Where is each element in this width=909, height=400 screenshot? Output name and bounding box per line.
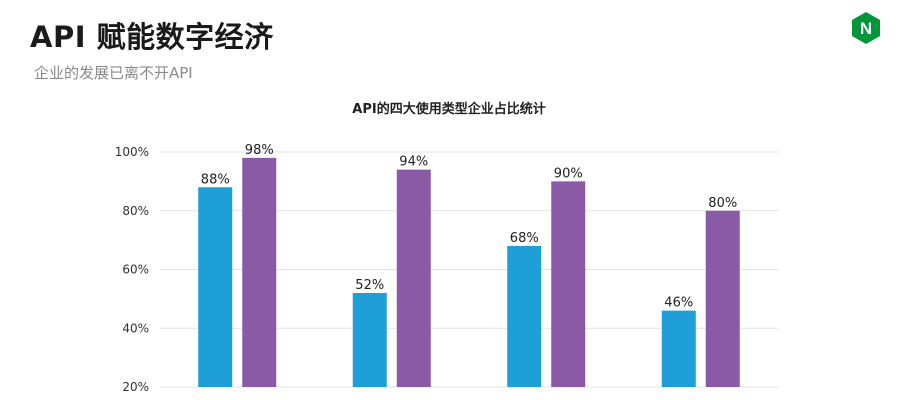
chart-title: API的四大使用类型企业占比统计 xyxy=(352,101,545,117)
data-label: 46% xyxy=(664,296,693,311)
bar xyxy=(396,169,431,387)
bar xyxy=(551,181,586,387)
data-label: 90% xyxy=(554,166,583,181)
y-tick-label: 20% xyxy=(122,380,149,394)
data-label: 80% xyxy=(708,196,737,211)
bars xyxy=(198,157,740,387)
data-labels: 88% 98% 52% 94% 68% 90% 46% 80% xyxy=(201,143,737,311)
bar xyxy=(352,293,387,387)
bar xyxy=(507,246,542,387)
y-tick-label: 60% xyxy=(122,263,149,277)
data-label: 52% xyxy=(355,278,384,293)
bar xyxy=(705,210,740,387)
y-tick-label: 80% xyxy=(122,204,149,218)
data-label: 68% xyxy=(510,231,539,246)
y-tick-label: 40% xyxy=(122,321,149,335)
bar xyxy=(242,157,277,387)
data-label: 94% xyxy=(399,155,428,170)
data-label: 88% xyxy=(201,172,230,187)
slide-title: API 赋能数字经济 xyxy=(30,20,274,54)
bar xyxy=(661,310,696,387)
logo-letter: N xyxy=(860,19,872,38)
y-axis-ticks: 20% 40% 60% 80% 100% xyxy=(115,145,149,394)
y-tick-label: 100% xyxy=(115,145,149,159)
bar xyxy=(198,187,233,387)
nginx-logo-icon: N xyxy=(852,12,880,44)
slide-subtitle: 企业的发展已离不开API xyxy=(34,64,193,82)
data-label: 98% xyxy=(245,143,274,158)
